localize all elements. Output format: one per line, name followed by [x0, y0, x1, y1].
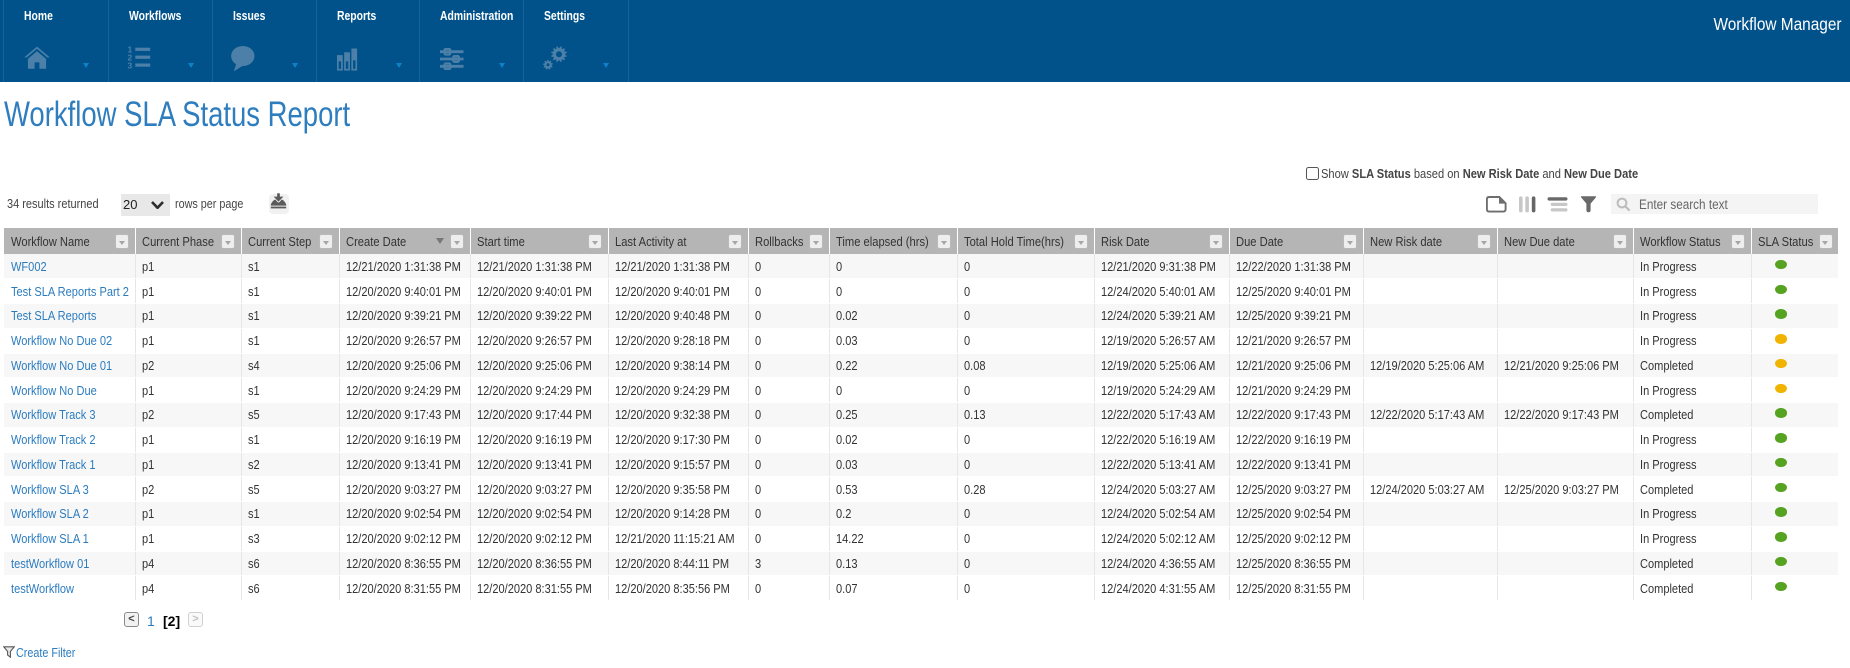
svg-text:2: 2 — [128, 53, 133, 63]
svg-text:3: 3 — [128, 60, 133, 70]
svg-text:1: 1 — [128, 45, 133, 55]
